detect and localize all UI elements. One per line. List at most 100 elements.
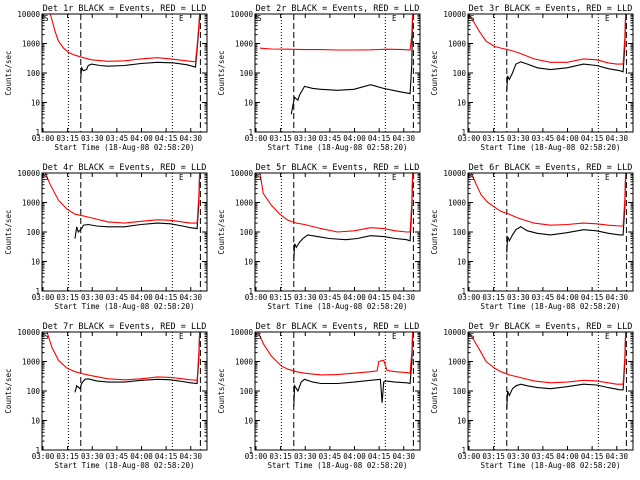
end-marker-label: E bbox=[179, 332, 184, 341]
x-tick-label: 04:15 bbox=[581, 452, 604, 461]
y-tick-label: 10 bbox=[31, 99, 41, 108]
end-marker-label: E bbox=[605, 173, 610, 182]
plot-frame bbox=[41, 13, 208, 133]
x-tick-label: 03:00 bbox=[245, 134, 268, 143]
x-tick-label: 04:15 bbox=[368, 293, 391, 302]
x-tick-label: 03:45 bbox=[532, 452, 555, 461]
y-tick-label: 1 bbox=[248, 287, 253, 296]
x-tick-label: 04:00 bbox=[556, 452, 579, 461]
end-marker-label: E bbox=[392, 173, 397, 182]
x-tick-label: 03:30 bbox=[507, 134, 530, 143]
x-tick-label: 03:00 bbox=[458, 134, 481, 143]
y-tick-label: 10 bbox=[457, 258, 467, 267]
end-marker-label: E bbox=[392, 14, 397, 23]
y-tick-label: 10 bbox=[457, 99, 467, 108]
x-tick-label: 03:30 bbox=[81, 452, 104, 461]
x-axis-label: Start Time (18-Aug-08 02:58:20) bbox=[268, 302, 408, 311]
panel-title: Det 8r BLACK = Events, RED = LLD bbox=[256, 322, 420, 332]
y-tick-label: 10000 bbox=[443, 169, 466, 178]
y-tick-label: 1000 bbox=[235, 40, 254, 49]
y-tick-label: 10 bbox=[31, 258, 41, 267]
x-axis-label: Start Time (18-Aug-08 02:58:20) bbox=[55, 143, 195, 152]
x-tick-label: 03:15 bbox=[482, 452, 505, 461]
x-tick-label: 03:15 bbox=[269, 293, 292, 302]
x-tick-label: 04:30 bbox=[179, 452, 202, 461]
plot-frame bbox=[467, 331, 634, 451]
x-tick-label: 03:45 bbox=[106, 452, 129, 461]
y-axis-label: Counts/sec bbox=[217, 50, 226, 95]
y-axis-label: Counts/sec bbox=[4, 368, 13, 413]
x-tick-label: 04:30 bbox=[605, 452, 628, 461]
plot-frame bbox=[254, 331, 421, 451]
x-axis-label: Start Time (18-Aug-08 02:58:20) bbox=[55, 461, 195, 470]
x-tick-label: 04:15 bbox=[155, 293, 178, 302]
x-tick-label: 03:00 bbox=[458, 293, 481, 302]
y-tick-label: 1 bbox=[248, 446, 253, 455]
x-tick-label: 04:30 bbox=[605, 293, 628, 302]
x-tick-label: 03:45 bbox=[106, 293, 129, 302]
x-tick-label: 03:00 bbox=[245, 293, 268, 302]
x-axis-label: Start Time (18-Aug-08 02:58:20) bbox=[481, 143, 621, 152]
x-tick-label: 03:45 bbox=[319, 293, 342, 302]
end-marker-label: E bbox=[179, 14, 184, 23]
y-tick-label: 1 bbox=[461, 446, 466, 455]
x-tick-label: 03:00 bbox=[245, 452, 268, 461]
y-tick-label: 100 bbox=[452, 69, 466, 78]
series-events-line bbox=[293, 334, 414, 407]
y-tick-label: 1000 bbox=[448, 358, 467, 367]
x-tick-label: 03:15 bbox=[482, 134, 505, 143]
plot-frame bbox=[41, 172, 208, 292]
series-lld-line bbox=[470, 173, 627, 227]
x-axis-label: Start Time (18-Aug-08 02:58:20) bbox=[55, 302, 195, 311]
y-tick-label: 1 bbox=[35, 287, 40, 296]
panel-title: Det 3r BLACK = Events, RED = LLD bbox=[469, 4, 633, 14]
x-tick-label: 03:45 bbox=[106, 134, 129, 143]
end-marker-label: E bbox=[605, 332, 610, 341]
x-tick-label: 04:15 bbox=[368, 452, 391, 461]
y-tick-label: 10000 bbox=[443, 328, 466, 337]
x-tick-label: 04:00 bbox=[343, 134, 366, 143]
x-tick-label: 03:45 bbox=[532, 293, 555, 302]
y-tick-label: 100 bbox=[26, 387, 40, 396]
series-lld-line bbox=[259, 14, 414, 51]
series-lld-line bbox=[46, 332, 201, 381]
x-tick-label: 04:30 bbox=[605, 134, 628, 143]
x-tick-label: 04:00 bbox=[343, 293, 366, 302]
panel-title: Det 9r BLACK = Events, RED = LLD bbox=[469, 322, 633, 332]
series-lld-line bbox=[468, 332, 627, 385]
start-marker-label: S bbox=[257, 14, 262, 23]
x-tick-label: 03:00 bbox=[32, 293, 55, 302]
y-axis-label: Counts/sec bbox=[430, 50, 439, 95]
series-events-line bbox=[290, 15, 414, 115]
x-tick-label: 03:45 bbox=[319, 134, 342, 143]
y-axis-label: Counts/sec bbox=[430, 209, 439, 254]
y-tick-label: 1000 bbox=[22, 40, 41, 49]
y-tick-label: 10 bbox=[31, 417, 41, 426]
x-tick-label: 04:00 bbox=[556, 134, 579, 143]
plot-frame bbox=[41, 331, 208, 451]
x-tick-label: 03:30 bbox=[294, 134, 317, 143]
panel-title: Det 1r BLACK = Events, RED = LLD bbox=[43, 4, 207, 14]
y-tick-label: 1000 bbox=[448, 40, 467, 49]
y-tick-label: 100 bbox=[452, 228, 466, 237]
y-tick-label: 10 bbox=[244, 99, 254, 108]
series-lld-line bbox=[49, 14, 201, 63]
panel-title: Det 5r BLACK = Events, RED = LLD bbox=[256, 163, 420, 173]
x-tick-label: 03:15 bbox=[269, 134, 292, 143]
start-marker-label: S bbox=[470, 14, 475, 23]
series-events-line bbox=[506, 18, 627, 91]
y-axis-label: Counts/sec bbox=[4, 50, 13, 95]
y-tick-label: 10 bbox=[457, 417, 467, 426]
y-tick-label: 10000 bbox=[17, 10, 40, 19]
x-tick-label: 03:45 bbox=[532, 134, 555, 143]
y-tick-label: 100 bbox=[26, 228, 40, 237]
series-lld-line bbox=[468, 14, 627, 65]
series-lld-line bbox=[259, 173, 414, 233]
y-tick-label: 1 bbox=[35, 128, 40, 137]
